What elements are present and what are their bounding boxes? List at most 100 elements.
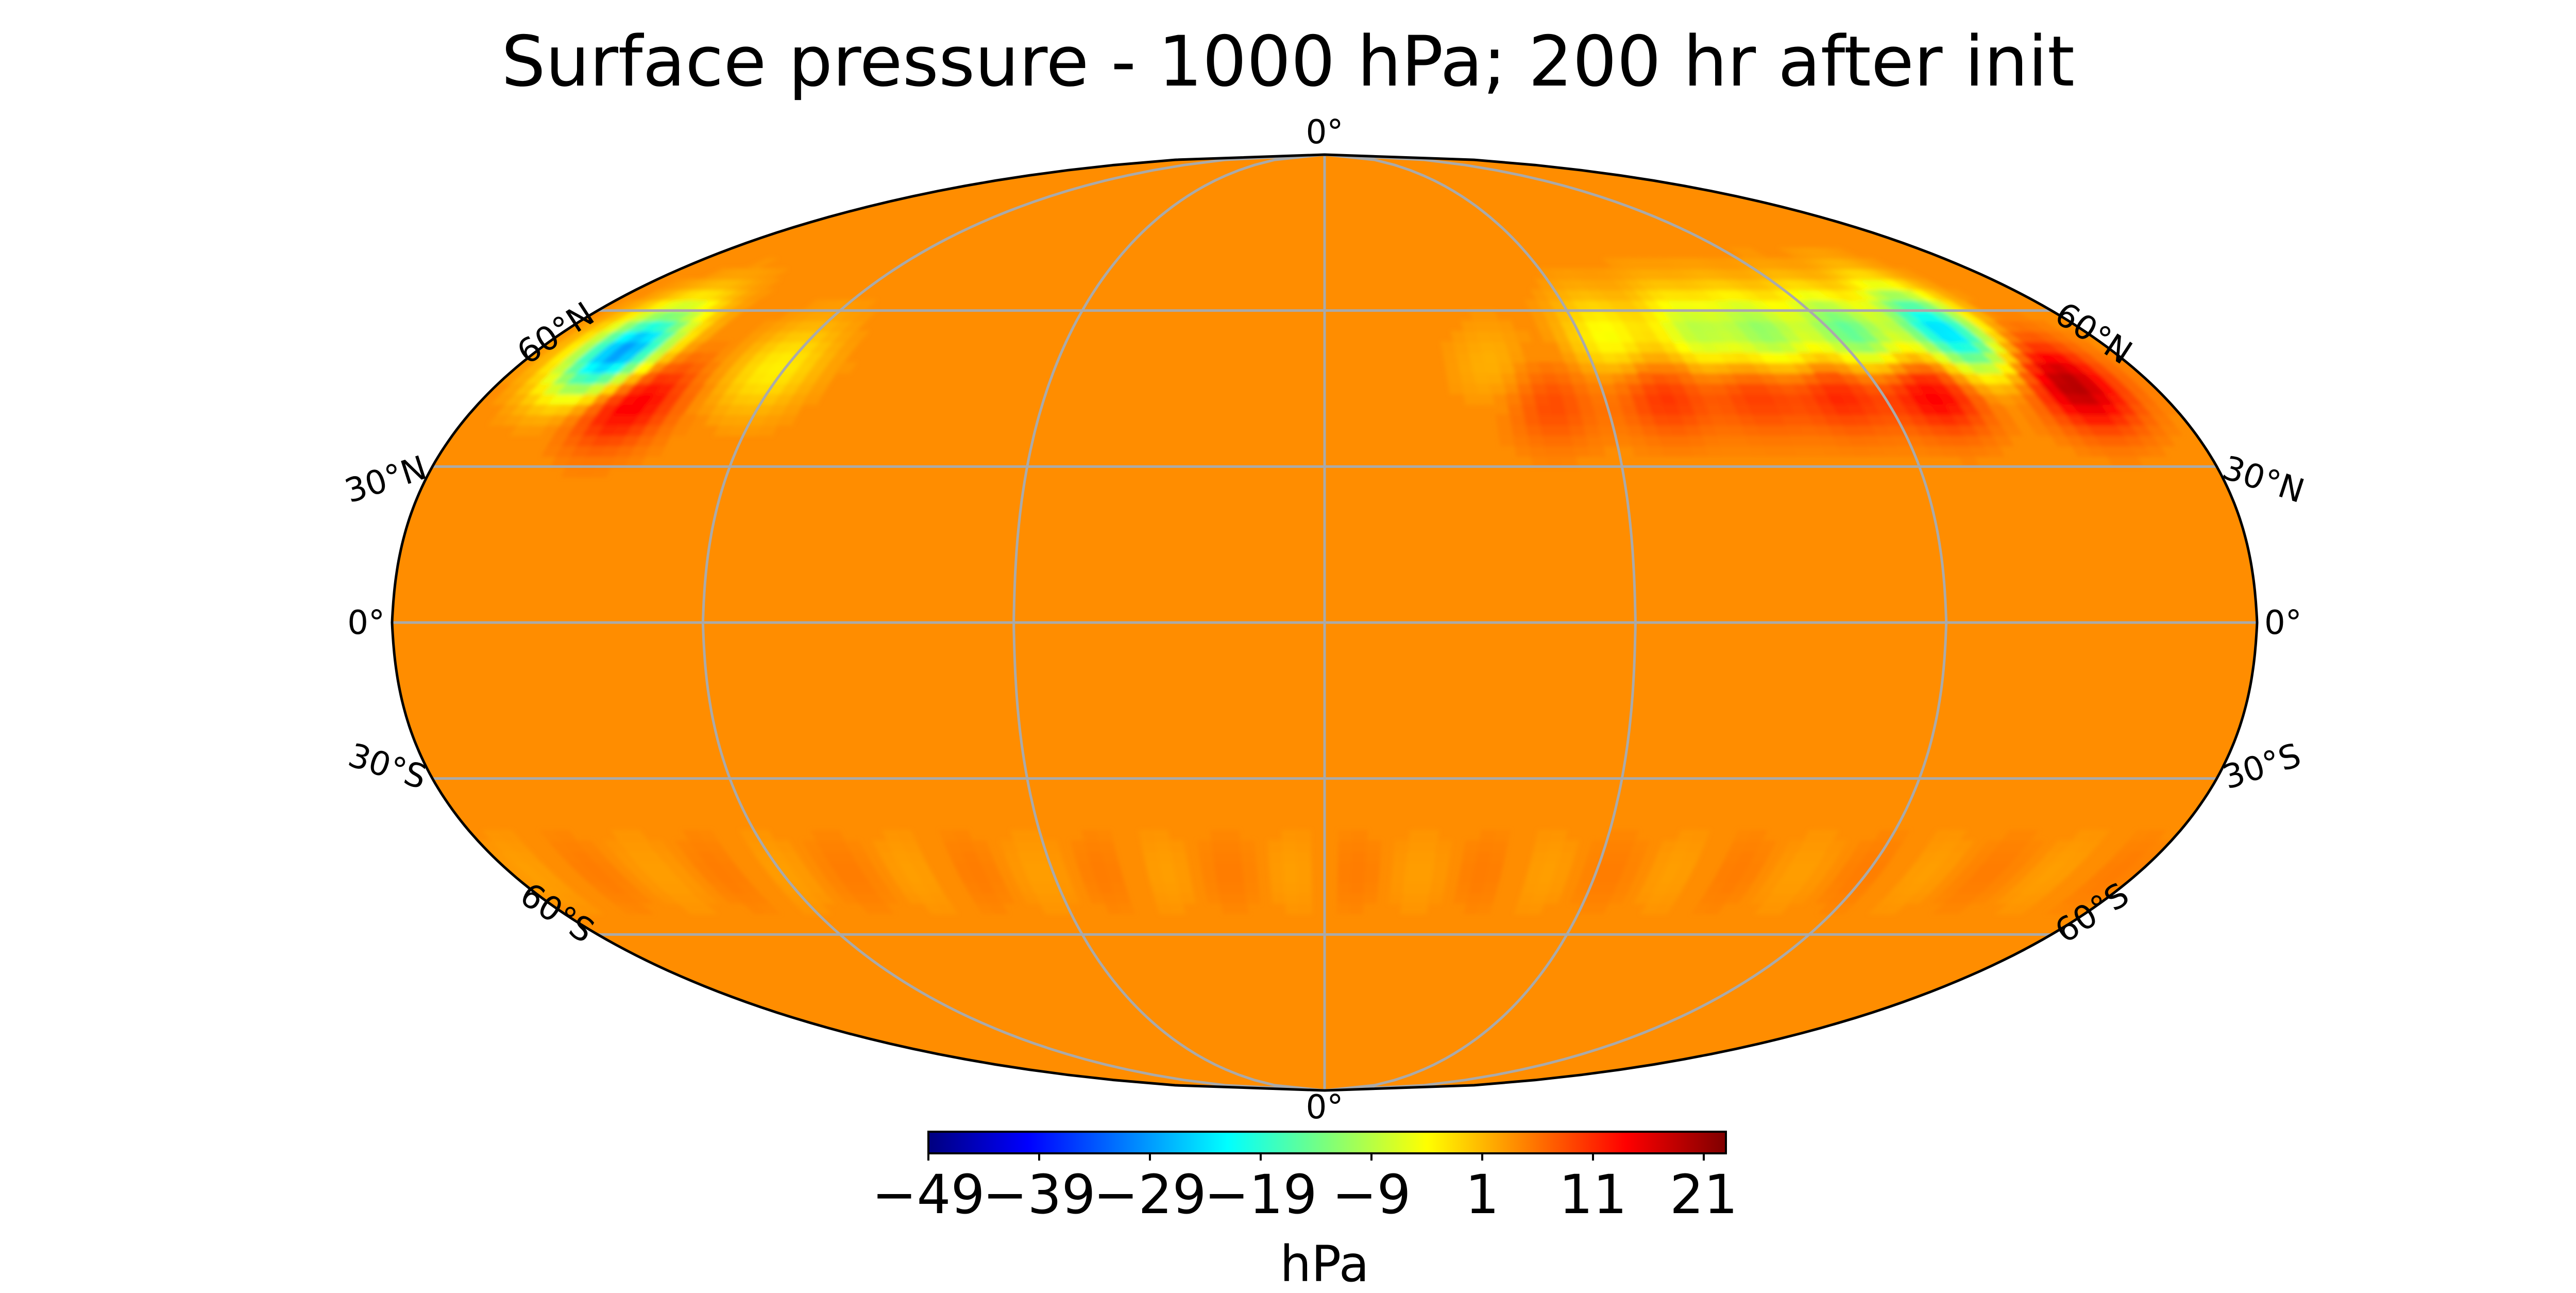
field-cell [1241,861,1258,873]
field-cell [1403,882,1419,894]
field-cell [1497,424,1514,436]
field-cell [1270,882,1286,894]
field-cell [1095,830,1114,842]
field-cell [1391,871,1407,883]
field-cell [2014,830,2039,842]
colorbar-tick-label: −39 [982,1163,1095,1226]
field-cell [1240,850,1257,863]
field-cell [1267,840,1283,852]
field-cell [1179,892,1196,904]
field-cell [1568,372,1587,384]
field-cell [1448,382,1465,395]
field-cell [1489,850,1507,863]
field-cell [1245,892,1261,904]
field-cell [1484,871,1502,883]
field-cell [1421,840,1438,852]
field-cell [1409,830,1425,842]
field-cell [895,830,917,842]
field-cell [1159,861,1176,873]
graticule [392,155,2257,1090]
field-cell [1226,850,1243,863]
meridian-line [1324,155,1948,1090]
field-cell [575,840,601,852]
field-cell [1893,268,1926,280]
field-cell [1444,362,1461,374]
field-cell [744,258,778,270]
field-cells [477,247,2183,914]
field-cell [1401,892,1417,904]
field-cell [1218,892,1235,904]
field-cell [1537,414,1556,426]
field-cell [1462,850,1479,863]
field-cell [1351,861,1367,873]
field-cell [1210,830,1227,842]
field-cell [1427,892,1444,904]
field-cell [1413,902,1429,914]
field-cell [1817,830,1839,842]
field-cell [1531,456,1549,467]
field-cell [1549,830,1568,842]
field-cell [1495,414,1513,426]
field-cell [1491,840,1509,852]
colorbar-tick-label: 21 [1670,1163,1738,1226]
meridian-line [1324,155,1637,1090]
field-cell [749,279,782,291]
field-cell [1281,830,1297,842]
field-cell [1200,861,1217,873]
field-cell [1554,424,1572,436]
map-outline [391,153,2259,1092]
field-cell [1350,882,1365,894]
field-cell [1482,882,1499,894]
field-cell [1463,393,1481,405]
field-cell [624,830,649,842]
field-cell [1544,445,1562,457]
field-cell [1142,850,1160,863]
field-cell [1446,372,1463,384]
field-cell [1337,861,1353,873]
field-cell [2085,830,2110,842]
chart-title: Surface pressure - 1000 hPa; 200 hr afte… [501,21,2075,102]
field-cell [1422,830,1439,842]
field-cell [1106,871,1125,883]
field-cell [1477,840,1495,852]
field-cell [1198,850,1215,863]
field-cell [1504,341,1523,353]
lat-label-right-0: 0° [2264,604,2302,642]
colorbar-tick-label: −49 [872,1163,985,1226]
field-cell [1352,840,1368,852]
lat-label-left-0: 0° [347,604,385,642]
field-cell [2142,830,2167,842]
field-cell [1462,382,1479,395]
field-cell [1460,372,1477,384]
field-cell [1297,892,1312,904]
field-cell [1365,850,1381,863]
field-cell [1271,892,1286,904]
field-cell [1296,840,1311,852]
field-cell [1521,404,1539,415]
field-cell [1585,434,1604,446]
field-cell [1224,830,1241,842]
field-cell [1269,861,1284,873]
field-cell [1463,840,1481,852]
field-cell [1365,861,1380,873]
field-cell [1285,902,1300,914]
field-cell [844,840,866,852]
field-cell [1514,331,1532,343]
colorbar-tick-label: −19 [1204,1163,1317,1226]
field-cell [1475,382,1493,395]
field-cell [1364,871,1380,883]
field-cell [1561,840,1580,852]
field-cell [1110,882,1128,894]
field-cell [1233,902,1249,914]
field-cell [2058,331,2089,343]
field-cell [2021,840,2045,852]
field-cell [1476,902,1494,914]
field-cell [1408,840,1424,852]
field-cell [1527,434,1545,446]
field-cell [705,341,732,353]
field-cell [1205,892,1222,904]
field-cell [1420,850,1437,863]
field-cell [1227,861,1244,873]
